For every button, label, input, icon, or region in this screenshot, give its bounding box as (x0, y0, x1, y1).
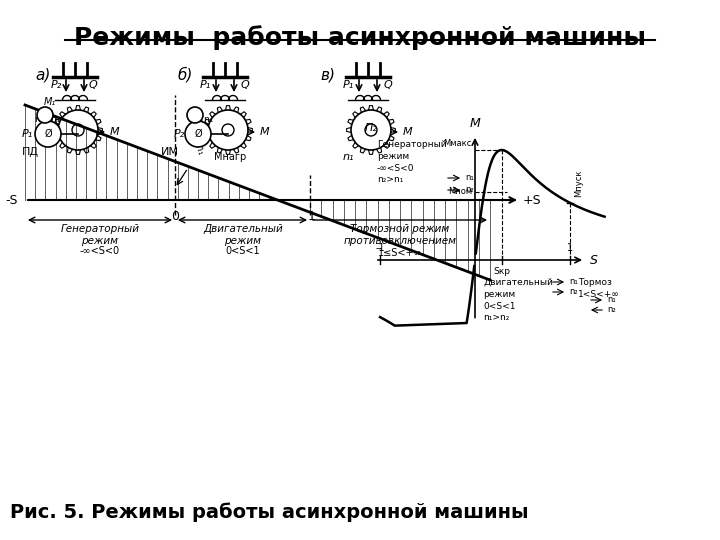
Text: n₁: n₁ (607, 295, 616, 305)
Text: Sкр: Sкр (493, 267, 510, 276)
Text: Ø: Ø (194, 129, 202, 139)
Text: Mном: Mном (448, 187, 472, 197)
Text: P₁: P₁ (22, 129, 33, 139)
Text: Mнагр: Mнагр (214, 152, 246, 162)
Text: 1: 1 (308, 210, 316, 223)
Text: n₂: n₂ (569, 287, 577, 296)
Text: n₂=n₁: n₂=n₁ (187, 127, 205, 157)
Text: Рис. 5. Режимы работы асинхронной машины: Рис. 5. Режимы работы асинхронной машины (10, 502, 528, 522)
Text: M₁: M₁ (44, 97, 56, 107)
Text: Тормозной режим
противовключением: Тормозной режим противовключением (343, 224, 456, 246)
Text: 1≤S<+∞: 1≤S<+∞ (378, 248, 423, 258)
Text: P₂: P₂ (174, 129, 185, 139)
Text: n₂<n₁: n₂<n₁ (186, 116, 213, 125)
Text: P₁: P₁ (343, 80, 354, 90)
Text: 0: 0 (171, 210, 179, 223)
Text: П₂: П₂ (364, 123, 377, 133)
Text: в): в) (320, 67, 335, 82)
Text: Q: Q (89, 80, 97, 90)
Circle shape (187, 107, 203, 123)
Circle shape (37, 107, 53, 123)
Text: Ø: Ø (44, 129, 52, 139)
Text: Q: Q (240, 80, 249, 90)
Text: Тормоз
1<S<+∞: Тормоз 1<S<+∞ (578, 278, 620, 299)
Text: Режимы  работы асинхронной машины: Режимы работы асинхронной машины (74, 25, 646, 50)
Text: -S: -S (6, 193, 18, 206)
Text: n₁: n₁ (569, 278, 577, 287)
Text: ПД: ПД (22, 147, 38, 157)
Text: Q: Q (384, 80, 392, 90)
Text: Двигательный
режим: Двигательный режим (203, 224, 283, 246)
Text: Генераторный
режим
-∞<S<0
n₂>n₁: Генераторный режим -∞<S<0 n₂>n₁ (377, 140, 446, 184)
Text: P₂: P₂ (50, 80, 62, 90)
Text: Mмакс: Mмакс (444, 139, 472, 148)
Text: n₂>n₁: n₂>n₁ (34, 116, 60, 125)
Text: n₁: n₁ (465, 173, 474, 183)
Text: Генераторный
режим: Генераторный режим (60, 224, 140, 246)
Text: M: M (403, 127, 413, 137)
Text: M: M (469, 117, 480, 130)
Text: Двигательный
режим
0<S<1
n₁>n₂: Двигательный режим 0<S<1 n₁>n₂ (483, 278, 553, 322)
Text: -1: -1 (375, 243, 384, 253)
Text: M: M (110, 127, 120, 137)
Text: Mпуск: Mпуск (574, 169, 583, 197)
Text: +S: +S (523, 193, 541, 206)
Text: P₁: P₁ (199, 80, 211, 90)
Text: n₂: n₂ (607, 306, 616, 314)
Text: а): а) (35, 67, 50, 82)
Text: n₂: n₂ (465, 186, 474, 194)
Text: б): б) (178, 67, 194, 83)
Circle shape (185, 121, 211, 147)
Text: M: M (260, 127, 269, 137)
Text: n₁: n₁ (342, 152, 354, 162)
Text: -∞<S<0: -∞<S<0 (80, 246, 120, 256)
Circle shape (35, 121, 61, 147)
Text: ИМ: ИМ (161, 147, 179, 157)
Text: 1: 1 (567, 243, 573, 253)
Text: S: S (590, 253, 598, 267)
Text: 0<S<1: 0<S<1 (225, 246, 261, 256)
